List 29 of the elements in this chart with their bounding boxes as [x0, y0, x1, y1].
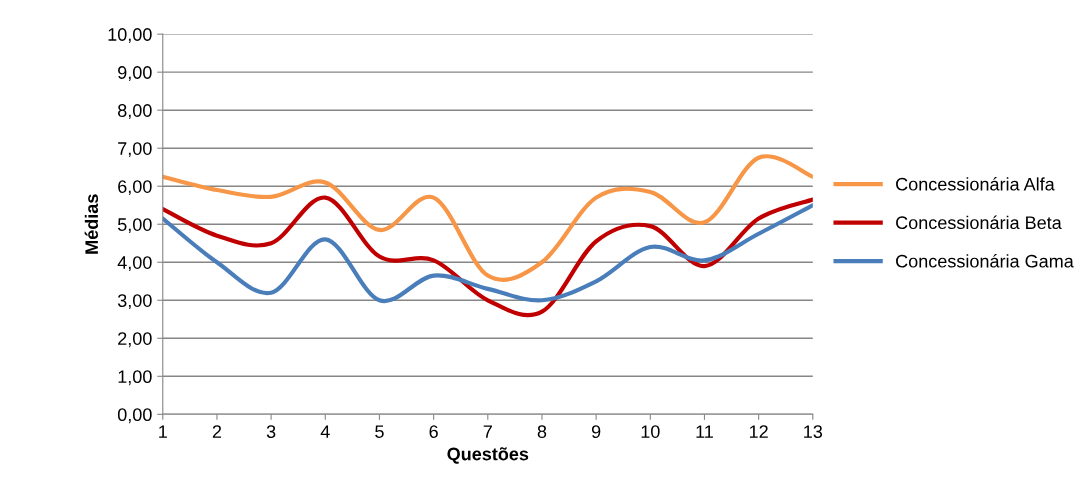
- x-tick-label: 10: [641, 425, 660, 438]
- x-tick-label: 6: [429, 425, 438, 438]
- y-tick-label: 10,00: [108, 28, 152, 44]
- legend-label: Concessionária Alfa: [896, 177, 1055, 191]
- y-tick-label: 1,00: [118, 370, 152, 386]
- y-tick-label: 9,00: [118, 66, 152, 82]
- x-tick-label: 13: [804, 425, 823, 438]
- x-tick-label: 9: [591, 425, 601, 438]
- x-axis-title: Questões: [447, 447, 529, 464]
- y-tick-label: 7,00: [118, 142, 152, 158]
- x-tick-label: 3: [266, 425, 276, 438]
- x-tick-label: 8: [537, 425, 547, 438]
- legend-label: Concessionária Gama: [896, 254, 1074, 268]
- x-tick-label: 5: [375, 425, 384, 438]
- y-tick-label: 5,00: [117, 218, 152, 234]
- y-tick-label: 0,00: [117, 408, 152, 424]
- y-axis-title: Médias: [84, 194, 99, 254]
- x-tick-label: 2: [212, 425, 222, 438]
- x-tick-label: 12: [749, 425, 768, 438]
- x-tick-label: 4: [320, 425, 330, 438]
- x-tick-label: 1: [159, 425, 167, 438]
- y-tick-label: 3,00: [117, 294, 152, 310]
- y-tick-label: 6,00: [118, 180, 152, 196]
- x-tick-label: 11: [696, 425, 713, 438]
- y-tick-label: 8,00: [118, 104, 152, 120]
- x-tick-label: 7: [483, 425, 492, 438]
- y-tick-label: 2,00: [118, 332, 152, 348]
- legend-label: Concessionária Beta: [896, 215, 1062, 230]
- y-tick-label: 4,00: [117, 256, 152, 272]
